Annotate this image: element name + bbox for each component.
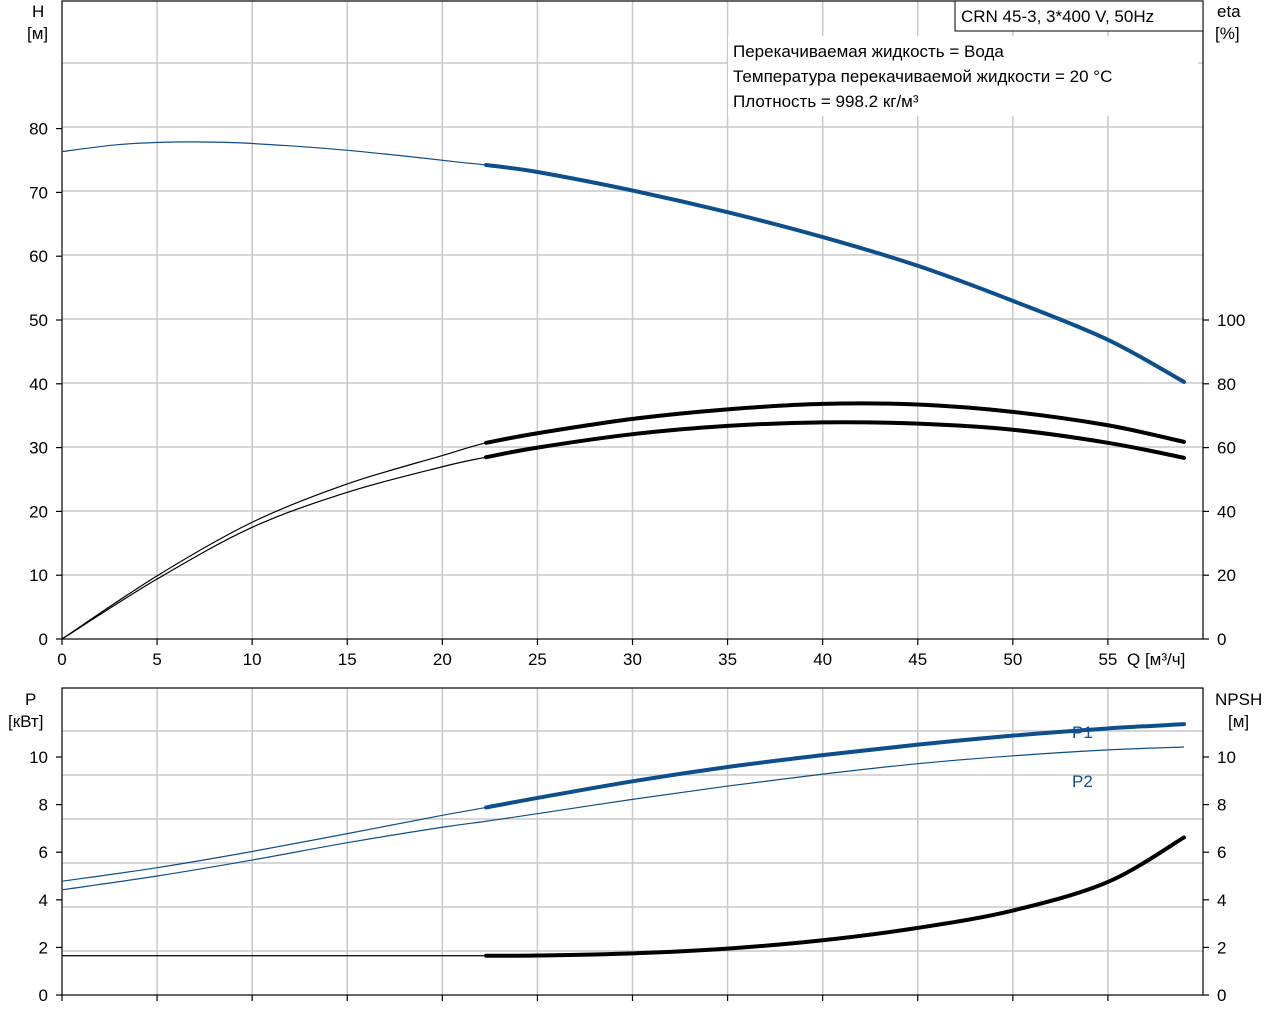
y-right-tick-label: 40 [1217, 502, 1236, 521]
x-tick-label: 30 [623, 650, 642, 669]
top-y-right-label-name: eta [1217, 2, 1241, 21]
y-left-tick-label: 60 [29, 247, 48, 266]
x-tick-label: 45 [908, 650, 927, 669]
bottom-series-0-line [61, 723, 1185, 882]
series-label-p2: P2 [1072, 772, 1093, 791]
top-series-1-line [61, 402, 1185, 640]
top-y-left-label-name: H [32, 2, 44, 21]
x-tick-label: 10 [243, 650, 262, 669]
y-right-tick-label: 0 [1217, 630, 1226, 649]
bottom-y-left-label-unit: [кВт] [8, 712, 43, 731]
y-left-tick-label: 20 [29, 502, 48, 521]
y-left-tick-label: 2 [39, 938, 48, 957]
bottom-y-left-label-name: P [25, 690, 36, 709]
title-box [954, 0, 1204, 32]
bottom-series-2-operating-range [484, 835, 1186, 958]
top-y-left-label-unit: [м] [27, 24, 48, 43]
y-right-tick-label: 6 [1217, 843, 1226, 862]
y-right-tick-label: 2 [1217, 938, 1226, 957]
annotation-fluid: Перекачиваемая жидкость = Вода [733, 42, 1004, 61]
top-series-2-operating-range [484, 420, 1186, 460]
x-tick-label: 35 [718, 650, 737, 669]
y-right-tick-label: 20 [1217, 566, 1236, 585]
y-right-tick-label: 4 [1217, 891, 1226, 910]
y-left-tick-label: 0 [39, 630, 48, 649]
y-left-tick-label: 8 [39, 796, 48, 815]
y-right-tick-label: 60 [1217, 439, 1236, 458]
y-right-tick-label: 0 [1217, 986, 1226, 1005]
x-tick-label: 5 [152, 650, 161, 669]
y-left-tick-label: 40 [29, 375, 48, 394]
y-left-tick-label: 10 [29, 566, 48, 585]
series-layer [61, 141, 1186, 958]
annotation-density: Плотность = 998.2 кг/м³ [733, 92, 919, 111]
annotation-background [728, 36, 1198, 116]
y-left-tick-label: 6 [39, 843, 48, 862]
y-right-tick-label: 80 [1217, 375, 1236, 394]
y-left-tick-label: 30 [29, 439, 48, 458]
y-left-tick-label: 70 [29, 183, 48, 202]
annotation-temperature: Температура перекачиваемой жидкости = 20… [733, 67, 1112, 86]
y-left-tick-label: 80 [29, 120, 48, 139]
x-tick-label: 55 [1098, 650, 1117, 669]
y-left-tick-label: 50 [29, 311, 48, 330]
x-tick-label: 40 [813, 650, 832, 669]
x-tick-label: 0 [57, 650, 66, 669]
bottom-series-0-operating-range [484, 722, 1186, 810]
series-label-p1: P1 [1072, 723, 1093, 742]
y-right-tick-label: 10 [1217, 748, 1236, 767]
top-y-right-label-unit: [%] [1215, 24, 1240, 43]
x-tick-label: 15 [338, 650, 357, 669]
y-right-tick-label: 8 [1217, 796, 1226, 815]
top-series-0-operating-range [484, 162, 1186, 384]
y-left-tick-label: 0 [39, 986, 48, 1005]
chart-title: CRN 45-3, 3*400 V, 50Hz [961, 7, 1154, 26]
bottom-series-1-line [61, 746, 1185, 891]
y-right-tick-label: 100 [1217, 311, 1245, 330]
top-series-0-line [61, 141, 1185, 383]
bottom-y-right-label-unit: [м] [1228, 712, 1249, 731]
bottom-y-right-label-name: NPSH [1215, 690, 1262, 709]
x-tick-label: 20 [433, 650, 452, 669]
x-tick-label: 50 [1003, 650, 1022, 669]
y-left-tick-label: 4 [39, 891, 48, 910]
top-series-1-operating-range [484, 401, 1186, 445]
x-axis-label: Q [м³/ч] [1127, 650, 1185, 669]
y-left-tick-label: 10 [29, 748, 48, 767]
top-series-2-line [61, 421, 1185, 640]
grid-layer: 0 5 10 15 20 25 30 35 40 45 50 55010203040506070800… [29, 0, 1245, 1005]
x-tick-label: 25 [528, 650, 547, 669]
